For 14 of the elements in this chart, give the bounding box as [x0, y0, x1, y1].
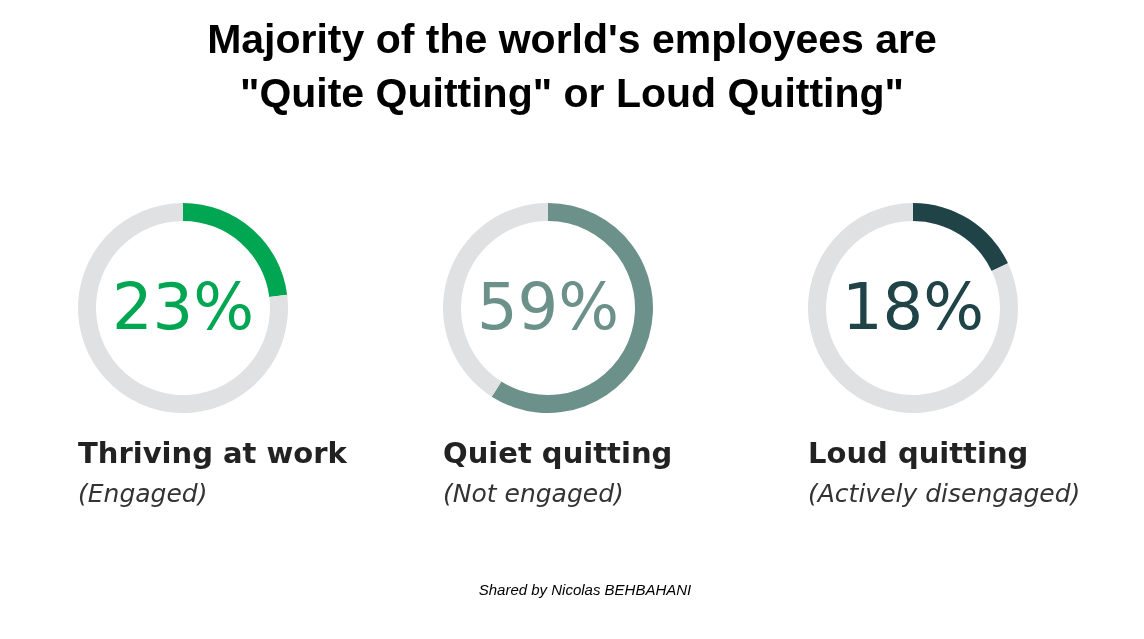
data-label: 59% — [476, 270, 620, 344]
text: (Actively disengaged) — [808, 479, 1081, 508]
donut-slice — [808, 203, 1018, 413]
text: Majority of the world's employees are "Quite Quitting" or Loud Quitting" — [206, 15, 938, 118]
text: (Not engaged) — [443, 479, 624, 508]
text: Quiet quitting — [443, 436, 673, 470]
donut-slice — [913, 203, 1009, 271]
donut-slice — [78, 203, 288, 413]
text: (Engaged) — [78, 479, 208, 508]
text: Thriving at work — [78, 436, 348, 470]
text: Shared by Nicolas BEHBAHANI — [478, 581, 692, 598]
text: Loud quitting — [808, 436, 1029, 470]
data-label: 23% — [111, 270, 255, 344]
data-label: 18% — [841, 270, 985, 344]
